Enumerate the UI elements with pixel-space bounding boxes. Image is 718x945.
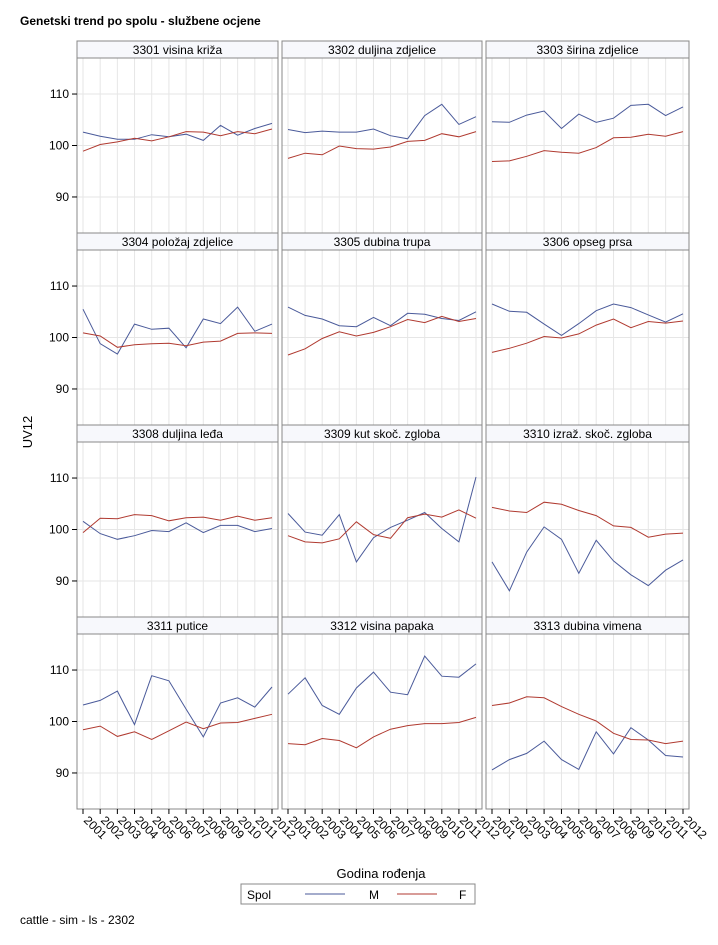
series-line-F: [287, 716, 477, 749]
y-tick-label: 110: [50, 279, 69, 293]
legend: Spol M F: [240, 883, 476, 905]
panel-title: 3301 visina križa: [133, 43, 223, 57]
series-line-F: [287, 315, 477, 356]
panel-title: 3310 izraž. skoč. zgloba: [523, 427, 652, 441]
series-line-M: [287, 476, 477, 563]
y-tick-label: 100: [49, 715, 69, 729]
panel-title: 3303 širina zdjelice: [536, 43, 638, 57]
series-line-M: [82, 675, 273, 738]
y-tick-label: 90: [56, 766, 70, 780]
legend-label-M: M: [369, 888, 379, 902]
y-tick-label: 90: [56, 382, 70, 396]
legend-title: Spol: [247, 888, 271, 902]
y-tick-label: 90: [56, 574, 70, 588]
series-line-F: [491, 318, 684, 353]
y-tick-label: 100: [49, 139, 69, 153]
y-tick-label: 90: [56, 190, 70, 204]
panel-frame: [485, 633, 690, 810]
panel-title: 3308 duljina leđa: [132, 427, 223, 441]
series-line-F: [82, 128, 273, 152]
panel-title: 3304 položaj zdjelice: [122, 235, 234, 249]
y-tick-label: 110: [50, 471, 69, 485]
page-title: Genetski trend po spolu - službene ocjen…: [20, 14, 261, 28]
panel-title: 3309 kut skoč. zgloba: [324, 427, 440, 441]
y-tick-label: 110: [50, 663, 69, 677]
series-line-M: [491, 726, 684, 771]
series-line-F: [491, 696, 684, 745]
series-line-M: [491, 103, 684, 130]
x-axis-title: Godina rođenja: [337, 866, 427, 881]
panel-title: 3305 dubina trupa: [334, 235, 431, 249]
panel-title: 3306 opseg prsa: [543, 235, 633, 249]
panel-title: 3312 visina papaka: [330, 619, 434, 633]
series-line-F: [491, 501, 684, 538]
panel-title: 3302 duljina zdjelice: [328, 43, 436, 57]
series-line-M: [287, 103, 477, 140]
panel-frame: [281, 633, 483, 810]
y-axis-title: UV12: [20, 416, 35, 449]
y-tick-label: 100: [49, 331, 69, 345]
series-line-M: [491, 303, 684, 337]
series-line-M: [82, 122, 273, 141]
series-line-F: [82, 713, 273, 741]
legend-label-F: F: [459, 888, 466, 902]
y-tick-label: 110: [50, 87, 69, 101]
series-line-F: [82, 332, 273, 348]
y-tick-label: 100: [49, 523, 69, 537]
series-line-M: [287, 655, 477, 715]
series-line-F: [491, 131, 684, 162]
panel-title: 3311 putice: [147, 619, 208, 633]
series-line-M: [491, 526, 684, 592]
panel-title: 3313 dubina vimena: [533, 619, 641, 633]
footer-text: cattle - sim - ls - 2302: [20, 913, 135, 927]
legend-frame: [240, 883, 476, 905]
series-line-F: [287, 509, 477, 544]
series-line-F: [287, 131, 477, 159]
series-line-M: [82, 306, 273, 355]
series-line-F: [82, 514, 273, 533]
series-line-M: [82, 520, 273, 540]
series-line-M: [287, 306, 477, 328]
